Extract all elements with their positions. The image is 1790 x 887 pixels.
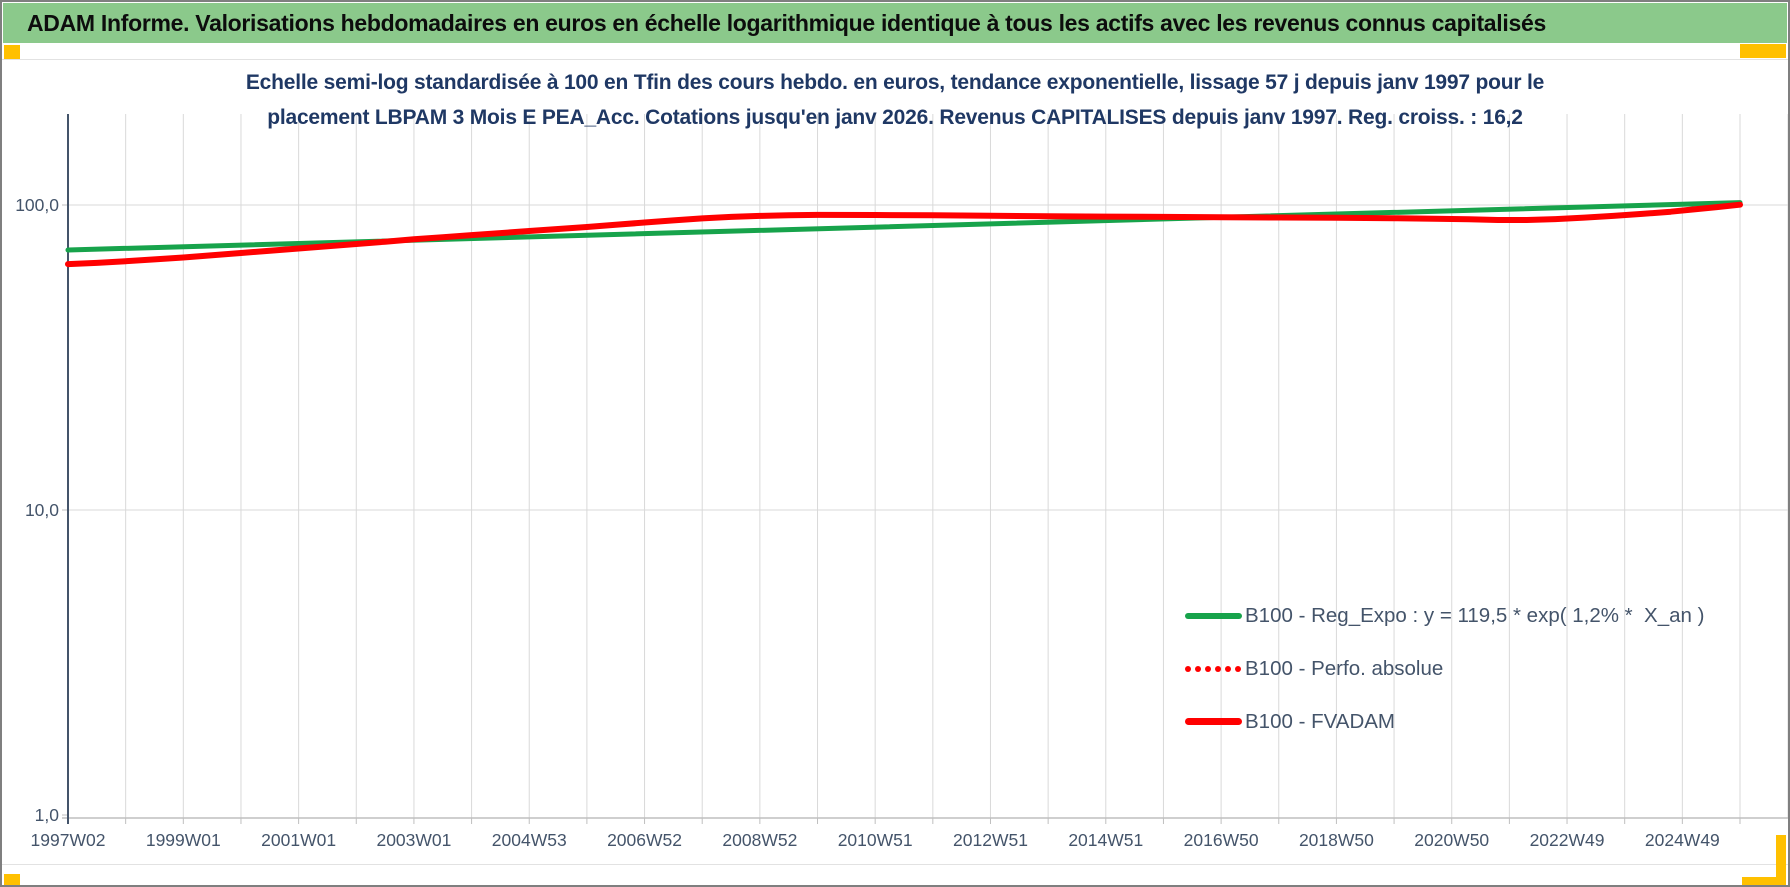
legend-dot [1205, 665, 1211, 672]
x-tick-label: 2003W01 [376, 830, 451, 850]
legend-line [1185, 612, 1242, 619]
x-tick-label: 1997W02 [31, 830, 106, 850]
accent-bottom-right-vertical [1776, 835, 1786, 885]
accent-bottom-left [4, 874, 20, 885]
series-line [65, 201, 1743, 268]
x-tick-label: 2008W52 [722, 830, 797, 850]
y-tick-label: 10,0 [25, 500, 59, 520]
accent-bottom-right-horizontal [1742, 877, 1786, 885]
chart-title-line-2: placement LBPAM 3 Mois E PEA_Acc. Cotati… [267, 106, 1523, 129]
footer-divider [2, 864, 1788, 865]
x-tick-label: 2016W50 [1184, 830, 1259, 850]
x-tick-label: 2018W50 [1299, 830, 1374, 850]
accent-top-left [4, 45, 20, 59]
y-tick-label: 1,0 [35, 805, 60, 825]
x-tick-label: 2020W50 [1414, 830, 1489, 850]
legend-label: B100 - FVADAM [1245, 709, 1395, 733]
legend-label: B100 - Reg_Expo : y = 119,5 * exp( 1,2% … [1245, 603, 1705, 627]
x-tick-label: 2012W51 [953, 830, 1028, 850]
accent-top-right [1740, 44, 1786, 58]
legend-dots [1185, 665, 1241, 672]
legend-line-marker [1185, 612, 1242, 619]
legend-dot [1185, 665, 1191, 672]
x-tick-label: 2010W51 [838, 830, 913, 850]
header-divider [2, 59, 1788, 60]
legend-item: B100 - FVADAM [1185, 695, 1704, 748]
x-tick-label: 2004W53 [492, 830, 567, 850]
chart-title: Echelle semi-log standardisée à 100 en T… [2, 65, 1788, 135]
x-tick-label: 2022W49 [1530, 830, 1605, 850]
legend-dotted-line-marker [1185, 665, 1242, 672]
legend-item: B100 - Perfo. absolue [1185, 642, 1704, 695]
x-tick-label: 2024W49 [1645, 830, 1720, 850]
x-tick-label: 2014W51 [1068, 830, 1143, 850]
header-title: ADAM Informe. Valorisations hebdomadaire… [27, 9, 1546, 36]
legend-line-marker [1185, 718, 1242, 725]
legend-item: B100 - Reg_Expo : y = 119,5 * exp( 1,2% … [1185, 589, 1704, 642]
x-tick-label: 2001W01 [261, 830, 336, 850]
x-tick-label: 1999W01 [146, 830, 221, 850]
legend: B100 - Reg_Expo : y = 119,5 * exp( 1,2% … [1185, 589, 1704, 748]
legend-line [1185, 718, 1242, 725]
legend-label: B100 - Perfo. absolue [1245, 656, 1444, 680]
legend-dot [1235, 665, 1241, 672]
series-line [65, 200, 1743, 253]
y-tick-label: 100,0 [15, 195, 59, 215]
header-bar: ADAM Informe. Valorisations hebdomadaire… [3, 3, 1787, 43]
legend-dot [1215, 665, 1221, 672]
chart-title-line-1: Echelle semi-log standardisée à 100 en T… [245, 71, 1545, 94]
x-tick-label: 2006W52 [607, 830, 682, 850]
legend-dot [1225, 665, 1231, 672]
legend-dot [1195, 665, 1201, 672]
